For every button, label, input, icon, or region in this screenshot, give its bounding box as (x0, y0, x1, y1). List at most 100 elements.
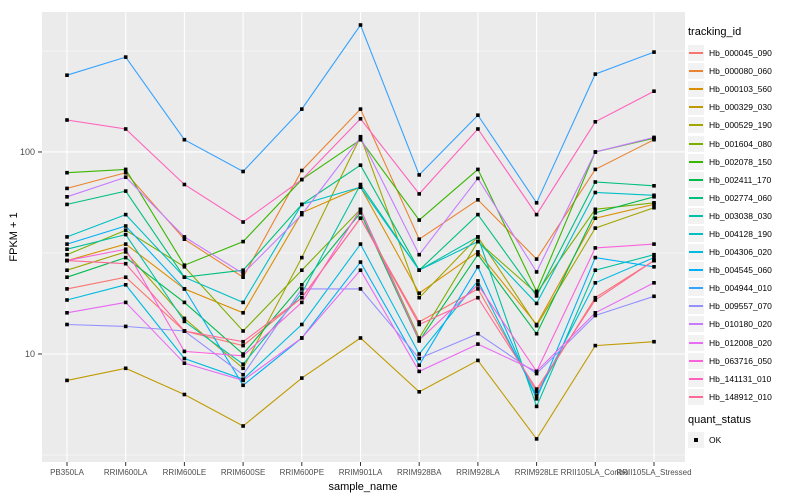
data-point (358, 135, 363, 140)
data-point (476, 176, 480, 181)
data-point (65, 118, 69, 122)
data-point (123, 224, 128, 228)
data-point (652, 281, 656, 285)
data-point (65, 311, 69, 315)
legend-label: Hb_000045_090 (709, 48, 772, 59)
data-point (358, 336, 363, 340)
data-point (417, 390, 421, 394)
legend-label: Hb_004128_190 (709, 228, 772, 239)
legend-key-line-icon (688, 298, 704, 315)
data-point (182, 300, 187, 305)
legend-key-line-icon (688, 316, 704, 333)
data-point (534, 394, 539, 398)
data-point (123, 275, 128, 279)
data-point (65, 170, 69, 175)
data-point (476, 198, 480, 202)
data-point (593, 211, 598, 215)
x-tick-label: RRII105LA_Control (561, 468, 631, 477)
y-tick-label: 100 (20, 147, 35, 157)
data-point (123, 170, 128, 175)
data-point (123, 228, 128, 232)
data-point (123, 300, 128, 305)
data-point (476, 342, 480, 346)
data-point (358, 185, 363, 189)
legend-item-Hb_003038_030: Hb_003038_030 (688, 207, 800, 225)
data-point (534, 387, 539, 391)
data-point (652, 339, 656, 344)
x-tick-label: RRIM600SE (221, 468, 265, 477)
legend-items: Hb_000045_090 Hb_000080_060 Hb_000103_560 H… (688, 44, 800, 406)
data-point (593, 268, 598, 272)
data-point (358, 23, 363, 27)
data-point (652, 265, 656, 269)
data-point (241, 424, 245, 428)
data-point (358, 287, 363, 291)
data-point (358, 163, 363, 167)
x-tick-label: RRIM928LA (456, 468, 500, 477)
data-point (534, 390, 539, 394)
data-point (123, 324, 128, 329)
data-point (65, 258, 69, 263)
legend-label: Hb_004545_060 (709, 265, 772, 276)
data-point (476, 239, 480, 244)
data-point (65, 287, 69, 291)
data-point (417, 363, 421, 367)
data-point (182, 329, 187, 333)
legend-label: Hb_148912_010 (709, 391, 772, 402)
data-point (182, 316, 187, 321)
data-point (476, 250, 480, 254)
data-point (123, 55, 128, 59)
data-point (358, 211, 363, 215)
data-point (358, 107, 363, 111)
data-point (182, 237, 187, 241)
data-point (241, 383, 245, 388)
data-point (593, 167, 598, 172)
data-point (652, 258, 656, 263)
data-point (241, 220, 245, 224)
data-point (534, 201, 539, 205)
data-point (417, 173, 421, 177)
data-point (65, 247, 69, 251)
data-point (534, 257, 539, 261)
x-tick-label: PB350LA (50, 468, 84, 477)
data-point (65, 298, 69, 302)
legend-item-Hb_000329_030: Hb_000329_030 (688, 98, 800, 116)
legend-label: Hb_002774_060 (709, 192, 772, 203)
legend-label: Hb_063716_050 (709, 355, 772, 366)
data-point (534, 331, 539, 336)
data-point (182, 349, 187, 354)
data-point (593, 311, 598, 315)
data-point (182, 235, 187, 239)
legend-key-line-icon (688, 225, 704, 242)
data-point (358, 182, 363, 187)
data-point (593, 295, 598, 300)
legend-key-line-icon (688, 99, 704, 116)
legend-item-Hb_141131_010: Hb_141131_010 (688, 370, 800, 388)
data-point (476, 235, 480, 239)
data-point (241, 354, 245, 358)
data-point (534, 371, 539, 376)
data-point (123, 127, 128, 131)
data-point (476, 212, 480, 217)
x-tick-label: RRIM600LE (163, 468, 207, 477)
y-axis-title: FPKM + 1 (8, 212, 20, 262)
data-point (534, 270, 539, 274)
data-point (417, 336, 421, 340)
data-point (593, 313, 598, 318)
legend-label: Hb_000103_560 (709, 84, 772, 95)
x-axis-title: sample_name (328, 481, 398, 493)
x-tick-label: RRIM928BA (397, 468, 442, 477)
legend-label: Hb_004944_010 (709, 283, 772, 294)
y-tick-label: 10 (25, 349, 35, 359)
data-point (182, 182, 187, 187)
quant-status-item: OK (688, 431, 800, 449)
data-point (300, 168, 304, 173)
data-point (417, 218, 421, 222)
legend-key-line-icon (688, 189, 704, 206)
data-point (123, 175, 128, 179)
data-point (123, 261, 128, 266)
legend-key-line-icon (688, 244, 704, 261)
data-point (241, 271, 245, 276)
data-point (123, 167, 128, 172)
data-point (241, 169, 245, 174)
